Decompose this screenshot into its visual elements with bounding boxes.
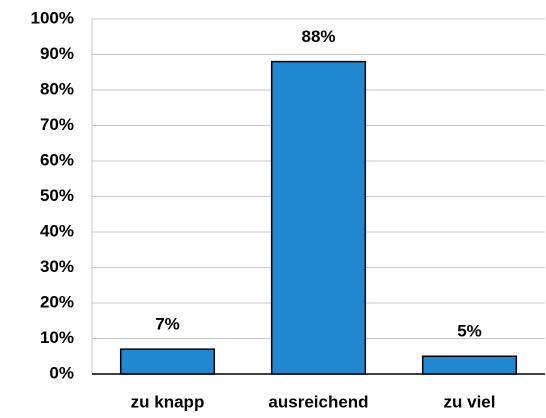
y-tick-label: 70% <box>40 115 74 134</box>
x-tick-label: zu viel <box>444 392 496 411</box>
value-label: 88% <box>301 27 335 46</box>
y-tick-label: 100% <box>31 8 74 27</box>
y-tick-label: 80% <box>40 79 74 98</box>
bar <box>270 60 367 375</box>
y-tick-label: 50% <box>40 186 74 205</box>
y-tick-label: 90% <box>40 44 74 63</box>
value-label: 5% <box>457 322 482 341</box>
y-tick-label: 60% <box>40 150 74 169</box>
bar <box>421 355 518 375</box>
bar <box>119 348 216 375</box>
x-tick-label: ausreichend <box>268 392 368 411</box>
value-label: 7% <box>155 315 180 334</box>
y-tick-label: 20% <box>40 292 74 311</box>
y-tick-label: 30% <box>40 257 74 276</box>
y-tick-label: 0% <box>49 363 74 382</box>
x-tick-label: zu knapp <box>131 392 205 411</box>
y-tick-label: 10% <box>40 328 74 347</box>
y-tick-label: 40% <box>40 221 74 240</box>
